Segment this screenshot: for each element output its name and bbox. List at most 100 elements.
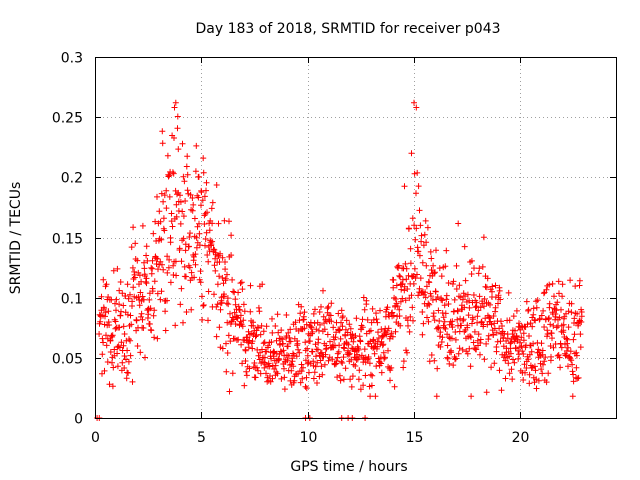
- data-point: [228, 252, 235, 259]
- data-point: [204, 209, 210, 216]
- data-point: [449, 318, 456, 325]
- data-point: [290, 363, 297, 370]
- data-point: [224, 271, 230, 278]
- data-point: [544, 331, 551, 337]
- data-series-srmtid: [94, 99, 585, 421]
- data-point: [133, 317, 140, 324]
- data-point: [342, 332, 349, 339]
- data-point: [283, 312, 290, 318]
- data-point: [363, 297, 370, 304]
- data-point: [520, 330, 527, 337]
- data-point: [527, 320, 534, 327]
- data-point: [401, 183, 408, 190]
- data-point: [426, 279, 433, 286]
- data-point: [477, 340, 484, 346]
- data-point: [158, 236, 165, 243]
- data-point: [483, 340, 490, 347]
- data-point: [151, 334, 158, 341]
- data-point: [318, 349, 325, 356]
- data-point: [553, 307, 560, 314]
- data-point: [99, 335, 106, 342]
- data-point: [209, 220, 216, 227]
- data-point: [576, 277, 583, 284]
- data-point: [535, 377, 542, 384]
- data-point: [177, 220, 184, 227]
- data-point: [96, 331, 103, 337]
- data-point: [361, 346, 368, 353]
- data-point: [472, 304, 479, 311]
- data-point: [209, 238, 216, 245]
- data-point: [381, 355, 388, 362]
- data-point: [137, 349, 144, 356]
- data-point: [410, 317, 416, 324]
- data-point: [473, 299, 480, 306]
- data-point: [471, 265, 477, 272]
- data-point: [206, 227, 213, 234]
- data-point: [392, 328, 399, 335]
- data-point: [128, 244, 135, 251]
- data-point: [513, 332, 520, 339]
- data-point: [574, 310, 581, 317]
- data-point: [380, 349, 387, 356]
- data-point: [411, 170, 418, 177]
- data-point: [153, 255, 160, 262]
- data-point: [303, 374, 310, 381]
- data-point: [506, 317, 513, 324]
- data-point: [175, 146, 182, 153]
- data-point: [125, 370, 132, 376]
- data-point: [429, 297, 436, 303]
- data-point: [160, 198, 167, 205]
- data-point: [473, 346, 480, 353]
- data-point: [294, 340, 301, 347]
- data-point: [201, 221, 208, 227]
- data-point: [412, 275, 419, 282]
- data-point: [212, 255, 219, 262]
- data-point: [346, 350, 353, 357]
- data-point: [143, 252, 150, 259]
- data-point: [292, 319, 299, 326]
- data-point: [124, 281, 131, 288]
- data-point: [281, 365, 287, 372]
- data-point: [415, 292, 422, 299]
- data-point: [390, 312, 397, 319]
- data-point: [232, 301, 239, 308]
- data-point: [206, 248, 213, 255]
- data-point: [172, 99, 179, 106]
- y-axis: 0 0.05 0.1 0.15 0.2 0.25 0.3: [52, 51, 616, 428]
- data-point: [184, 153, 191, 160]
- data-point: [479, 263, 486, 270]
- data-point: [355, 346, 362, 353]
- data-point: [567, 277, 574, 284]
- data-point: [293, 353, 300, 360]
- data-point: [179, 140, 186, 147]
- data-point: [304, 352, 311, 359]
- data-point: [455, 350, 462, 357]
- data-point: [559, 281, 566, 288]
- data-point: [560, 321, 567, 328]
- data-point: [214, 281, 221, 288]
- data-point: [448, 349, 455, 356]
- data-point: [103, 332, 109, 339]
- data-point: [186, 243, 192, 250]
- data-point: [568, 300, 575, 307]
- x-tick-label: 10: [300, 430, 318, 446]
- data-point: [337, 335, 344, 342]
- data-point: [154, 193, 160, 200]
- data-point: [199, 197, 206, 204]
- data-point: [403, 276, 410, 283]
- data-point: [166, 256, 173, 263]
- data-point: [156, 208, 163, 215]
- data-point: [470, 339, 477, 346]
- data-point: [508, 366, 515, 373]
- y-axis-label: SRMTID / TECUs: [8, 182, 24, 295]
- data-point: [170, 170, 177, 177]
- y-tick-label: 0.15: [52, 232, 83, 248]
- data-point: [198, 202, 204, 209]
- data-point: [194, 223, 201, 230]
- data-point: [526, 333, 532, 339]
- data-point: [547, 321, 554, 328]
- data-point: [400, 364, 407, 371]
- data-point: [106, 381, 113, 388]
- data-point: [183, 273, 189, 280]
- data-point: [117, 312, 124, 319]
